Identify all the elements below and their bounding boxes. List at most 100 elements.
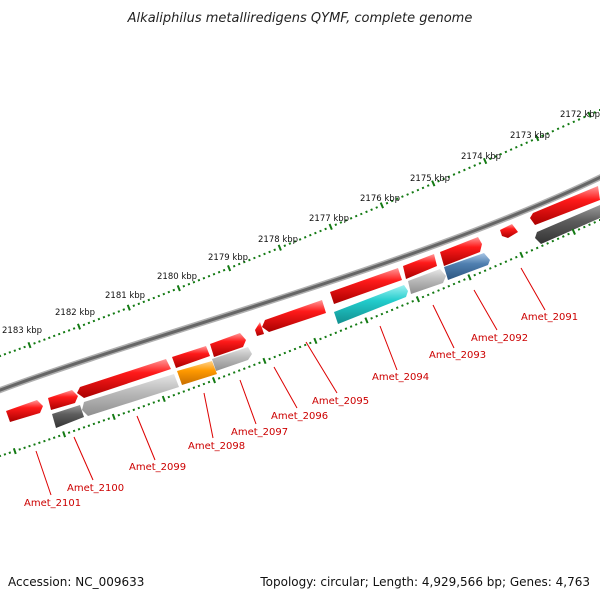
minor-tick [23,345,26,349]
kbp-label: 2178 kbp [258,235,298,245]
minor-tick [593,111,597,114]
minor-tick [52,334,56,338]
minor-tick [375,206,379,209]
gene-amet-2101[interactable] [6,400,43,422]
minor-tick [463,168,466,172]
minor-tick [339,329,343,333]
gene-amet-2094[interactable] [330,268,402,304]
minor-tick [504,150,508,154]
kbp-labels: 2172 kbp 2173 kbp 2174 kbp 2175 kbp 2176 kbp… [2,110,600,336]
minor-tick [57,332,61,336]
minor-tick [577,228,581,231]
gene-amet-2097[interactable] [210,333,246,357]
minor-tick [237,369,241,372]
minor-tick [288,349,292,353]
gene-amet-2098[interactable] [172,346,210,368]
gene-rev-orange[interactable] [177,361,217,385]
major-tick [277,244,282,251]
minor-tick [202,276,206,280]
minor-tick [77,427,81,431]
gene-rev-dark-2[interactable] [52,405,84,428]
minor-tick [499,262,503,266]
minor-tick [354,323,358,326]
gene-rev-gray-2[interactable] [212,347,252,371]
major-tick [212,377,216,384]
minor-tick [431,291,435,295]
minor-tick [3,453,7,456]
gene-rev-blue[interactable] [444,253,490,280]
minor-tick [38,441,41,445]
minor-tick [112,312,116,315]
major-tick [379,202,384,209]
minor-tick [137,406,141,410]
major-tick [161,395,166,403]
minor-tick [582,225,586,229]
kbp-label: 2179 kbp [208,253,248,263]
minor-tick [334,331,338,335]
minor-tick [473,273,477,277]
minor-tick [426,184,430,187]
minor-tick [463,278,466,281]
minor-tick [38,340,41,343]
minor-tick [457,170,461,174]
minor-tick [561,235,565,238]
minor-tick [147,403,151,406]
minor-tick [278,353,282,357]
minor-tick [421,186,425,190]
major-tick [364,317,369,324]
minor-tick [152,401,156,404]
gene-amet-2093[interactable] [403,254,437,279]
gene-amet-2099[interactable] [77,359,171,398]
gene-amet-2096[interactable] [255,322,264,336]
minor-tick [3,352,7,356]
kbp-label: 2182 kbp [55,308,95,318]
kbp-label: 2173 kbp [510,131,550,141]
major-tick [126,304,131,311]
gene-amet-2100[interactable] [48,390,78,410]
minor-tick [82,426,86,429]
gene-amet-2095[interactable] [262,300,326,332]
minor-tick [222,268,226,272]
minor-tick [132,304,136,307]
minor-tick [192,280,196,284]
minor-tick [344,219,348,222]
minor-tick [303,343,307,347]
minor-tick [406,193,409,196]
genome-backbone-line [0,175,600,392]
minor-tick [0,354,2,358]
minor-tick [344,327,348,331]
minor-tick [390,199,394,203]
major-tick [227,265,232,272]
minor-tick [426,293,430,297]
minor-tick [354,214,358,218]
minor-tick [551,129,555,133]
gene-rev-dark-1[interactable] [535,205,600,244]
gene-rev-gray-3[interactable] [82,374,179,416]
gene-amet-2092[interactable] [440,237,482,266]
minor-tick [147,298,151,302]
minor-tick [385,310,389,314]
minor-tick [237,262,241,266]
minor-tick [375,314,379,318]
minor-tick [23,446,26,450]
gene-amet-2091[interactable] [530,186,600,225]
minor-tick [468,166,471,170]
minor-tick [359,321,363,324]
minor-tick [117,413,121,417]
minor-tick [478,161,482,165]
gene-amet-2091b[interactable] [500,224,518,238]
minor-tick [72,429,76,433]
minor-tick [232,371,236,374]
minor-tick [207,380,211,384]
minor-tick [18,347,21,351]
minor-tick [52,436,56,439]
gene-label-amet-2091: Amet_2091 [521,312,578,323]
gene-rev-gray-1[interactable] [408,269,446,294]
minor-tick [268,357,271,361]
minor-tick [107,417,111,420]
minor-tick [273,355,276,359]
gene-rev-cyan[interactable] [334,285,408,324]
minor-tick [8,351,12,354]
minor-tick [504,260,508,264]
